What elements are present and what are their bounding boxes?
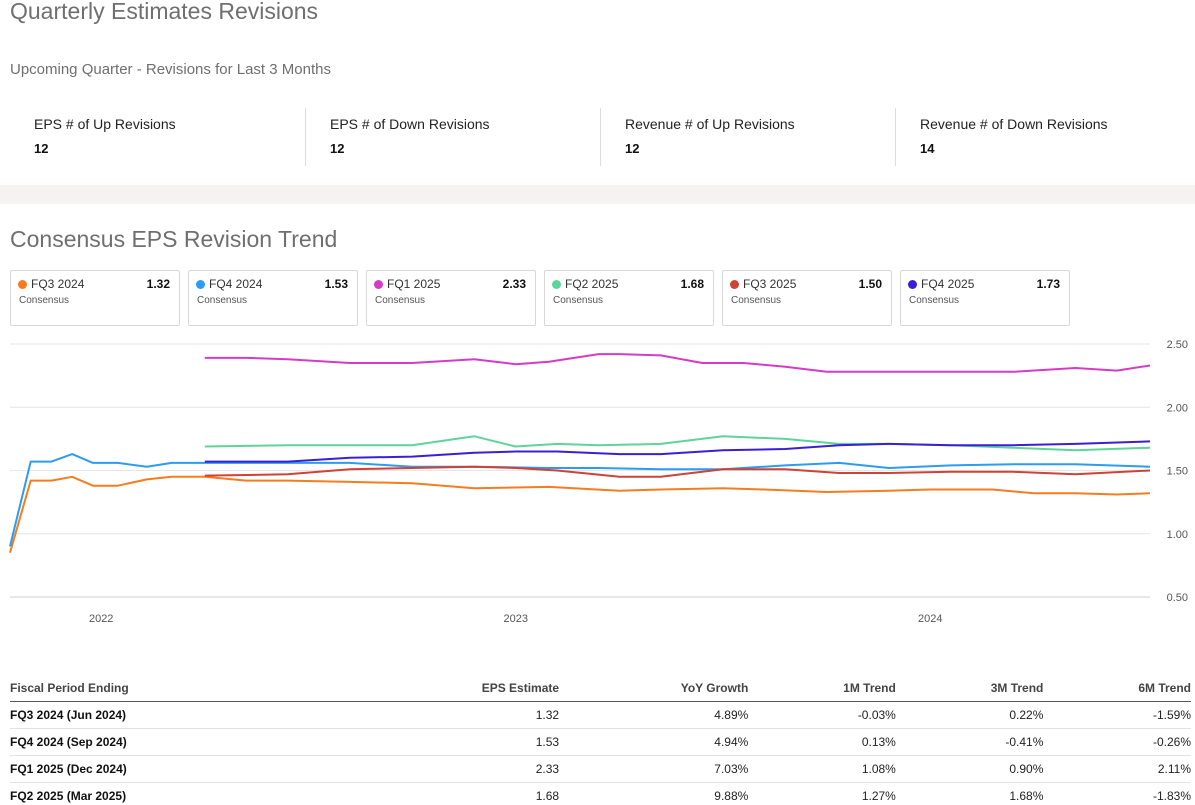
cell-trend: -0.26% bbox=[1043, 728, 1191, 756]
cell-trend: 1.27% bbox=[748, 782, 896, 805]
legend-card-fq3-2024[interactable]: FQ3 2024 1.32 Consensus bbox=[10, 270, 180, 326]
col-header-eps[interactable]: EPS Estimate bbox=[342, 678, 560, 702]
card-value: 1.50 bbox=[858, 277, 882, 291]
stat-label: Revenue # of Down Revisions bbox=[920, 116, 1108, 132]
y-tick-label: 2.00 bbox=[1167, 402, 1188, 414]
stat-label: EPS # of Up Revisions bbox=[34, 116, 176, 132]
series-line-fq4-2025 bbox=[204, 440, 1151, 463]
card-sublabel: Consensus bbox=[375, 295, 426, 306]
card-period: FQ4 2025 bbox=[921, 277, 975, 291]
table-row: FQ4 2024 (Sep 2024) 1.53 4.94% 0.13% -0.… bbox=[10, 728, 1191, 756]
cell-trend: 0.90% bbox=[895, 755, 1044, 783]
series-dot-icon bbox=[18, 280, 27, 289]
card-period: FQ3 2025 bbox=[743, 277, 797, 291]
card-value: 1.53 bbox=[324, 277, 348, 291]
series-line-fq4-2024 bbox=[9, 453, 1151, 547]
stat-value: 12 bbox=[34, 141, 49, 156]
cell-period: FQ3 2024 (Jun 2024) bbox=[10, 701, 343, 729]
revision-stats: EPS # of Up Revisions 12 EPS # of Down R… bbox=[10, 108, 1190, 166]
cell-trend: 0.13% bbox=[748, 728, 896, 756]
stat-value: 12 bbox=[625, 141, 640, 156]
cell-trend: 1.68% bbox=[895, 782, 1044, 805]
stat-value: 12 bbox=[330, 141, 345, 156]
card-value: 1.32 bbox=[146, 277, 170, 291]
col-header-6m[interactable]: 6M Trend bbox=[1043, 678, 1191, 702]
table-row: FQ3 2024 (Jun 2024) 1.32 4.89% -0.03% 0.… bbox=[10, 701, 1191, 729]
col-header-3m[interactable]: 3M Trend bbox=[895, 678, 1044, 702]
legend-cards: FQ3 2024 1.32 Consensus FQ4 2024 1.53 Co… bbox=[10, 270, 1070, 326]
card-period: FQ1 2025 bbox=[387, 277, 441, 291]
stat-label: EPS # of Down Revisions bbox=[330, 116, 490, 132]
card-period: FQ2 2025 bbox=[565, 277, 619, 291]
stat-revenue-up: Revenue # of Up Revisions 12 bbox=[600, 108, 895, 166]
y-tick-label: 1.00 bbox=[1167, 529, 1188, 541]
x-tick-label: 2023 bbox=[504, 613, 528, 625]
y-tick-label: 2.50 bbox=[1167, 339, 1188, 351]
revisions-table: Fiscal Period Ending EPS Estimate YoY Gr… bbox=[10, 678, 1191, 805]
table-row: FQ2 2025 (Mar 2025) 1.68 9.88% 1.27% 1.6… bbox=[10, 782, 1191, 805]
cell-period: FQ1 2025 (Dec 2024) bbox=[10, 755, 343, 783]
stat-label: Revenue # of Up Revisions bbox=[625, 116, 795, 132]
cell-trend: 2.11% bbox=[1043, 755, 1191, 783]
table-row: FQ1 2025 (Dec 2024) 2.33 7.03% 1.08% 0.9… bbox=[10, 755, 1191, 783]
cell-yoy: 4.94% bbox=[559, 728, 749, 756]
stat-eps-down: EPS # of Down Revisions 12 bbox=[305, 108, 600, 166]
card-sublabel: Consensus bbox=[197, 295, 248, 306]
x-tick-label: 2022 bbox=[89, 613, 113, 625]
cell-trend: -0.41% bbox=[895, 728, 1044, 756]
cell-eps: 1.68 bbox=[342, 782, 560, 805]
series-dot-icon bbox=[730, 280, 739, 289]
trend-title: Consensus EPS Revision Trend bbox=[10, 226, 338, 252]
col-header-period[interactable]: Fiscal Period Ending bbox=[10, 678, 343, 702]
stat-value: 14 bbox=[920, 141, 935, 156]
x-tick-label: 2024 bbox=[918, 613, 942, 625]
stat-revenue-down: Revenue # of Down Revisions 14 bbox=[895, 108, 1190, 166]
series-line-fq3-2025 bbox=[204, 465, 1151, 478]
table-header-row: Fiscal Period Ending EPS Estimate YoY Gr… bbox=[10, 678, 1191, 702]
card-sublabel: Consensus bbox=[731, 295, 782, 306]
cell-trend: -1.83% bbox=[1043, 782, 1191, 805]
card-sublabel: Consensus bbox=[19, 295, 70, 306]
stat-eps-up: EPS # of Up Revisions 12 bbox=[10, 108, 305, 166]
cell-trend: -1.59% bbox=[1043, 701, 1191, 729]
series-line-fq2-2025 bbox=[204, 435, 1151, 452]
col-header-1m[interactable]: 1M Trend bbox=[748, 678, 896, 702]
section-subtitle: Upcoming Quarter - Revisions for Last 3 … bbox=[10, 61, 331, 78]
series-dot-icon bbox=[374, 280, 383, 289]
card-sublabel: Consensus bbox=[909, 295, 960, 306]
cell-yoy: 4.89% bbox=[559, 701, 749, 729]
col-header-yoy[interactable]: YoY Growth bbox=[559, 678, 749, 702]
card-value: 1.68 bbox=[680, 277, 704, 291]
cell-period: FQ2 2025 (Mar 2025) bbox=[10, 782, 343, 805]
legend-card-fq2-2025[interactable]: FQ2 2025 1.68 Consensus bbox=[544, 270, 714, 326]
series-line-fq1-2025 bbox=[204, 353, 1151, 373]
cell-eps: 1.32 bbox=[342, 701, 560, 729]
cell-yoy: 7.03% bbox=[559, 755, 749, 783]
series-dot-icon bbox=[196, 280, 205, 289]
cell-trend: -0.03% bbox=[748, 701, 896, 729]
card-sublabel: Consensus bbox=[553, 295, 604, 306]
card-period: FQ3 2024 bbox=[31, 277, 85, 291]
legend-card-fq4-2024[interactable]: FQ4 2024 1.53 Consensus bbox=[188, 270, 358, 326]
legend-card-fq4-2025[interactable]: FQ4 2025 1.73 Consensus bbox=[900, 270, 1070, 326]
y-tick-label: 0.50 bbox=[1167, 592, 1188, 604]
cell-trend: 1.08% bbox=[748, 755, 896, 783]
cell-eps: 1.53 bbox=[342, 728, 560, 756]
eps-revision-chart[interactable]: 0.50 1.00 1.50 2.00 2.50 2022 2023 2024 bbox=[0, 330, 1195, 630]
card-period: FQ4 2024 bbox=[209, 277, 263, 291]
section-divider bbox=[0, 185, 1195, 204]
legend-card-fq3-2025[interactable]: FQ3 2025 1.50 Consensus bbox=[722, 270, 892, 326]
cell-trend: 0.22% bbox=[895, 701, 1044, 729]
series-dot-icon bbox=[552, 280, 561, 289]
y-tick-label: 1.50 bbox=[1167, 466, 1188, 478]
series-dot-icon bbox=[908, 280, 917, 289]
card-value: 2.33 bbox=[502, 277, 526, 291]
card-value: 1.73 bbox=[1036, 277, 1060, 291]
legend-card-fq1-2025[interactable]: FQ1 2025 2.33 Consensus bbox=[366, 270, 536, 326]
page-title: Quarterly Estimates Revisions bbox=[10, 0, 319, 24]
series-line-fq3-2024 bbox=[9, 475, 1151, 553]
cell-period: FQ4 2024 (Sep 2024) bbox=[10, 728, 343, 756]
cell-eps: 2.33 bbox=[342, 755, 560, 783]
cell-yoy: 9.88% bbox=[559, 782, 749, 805]
